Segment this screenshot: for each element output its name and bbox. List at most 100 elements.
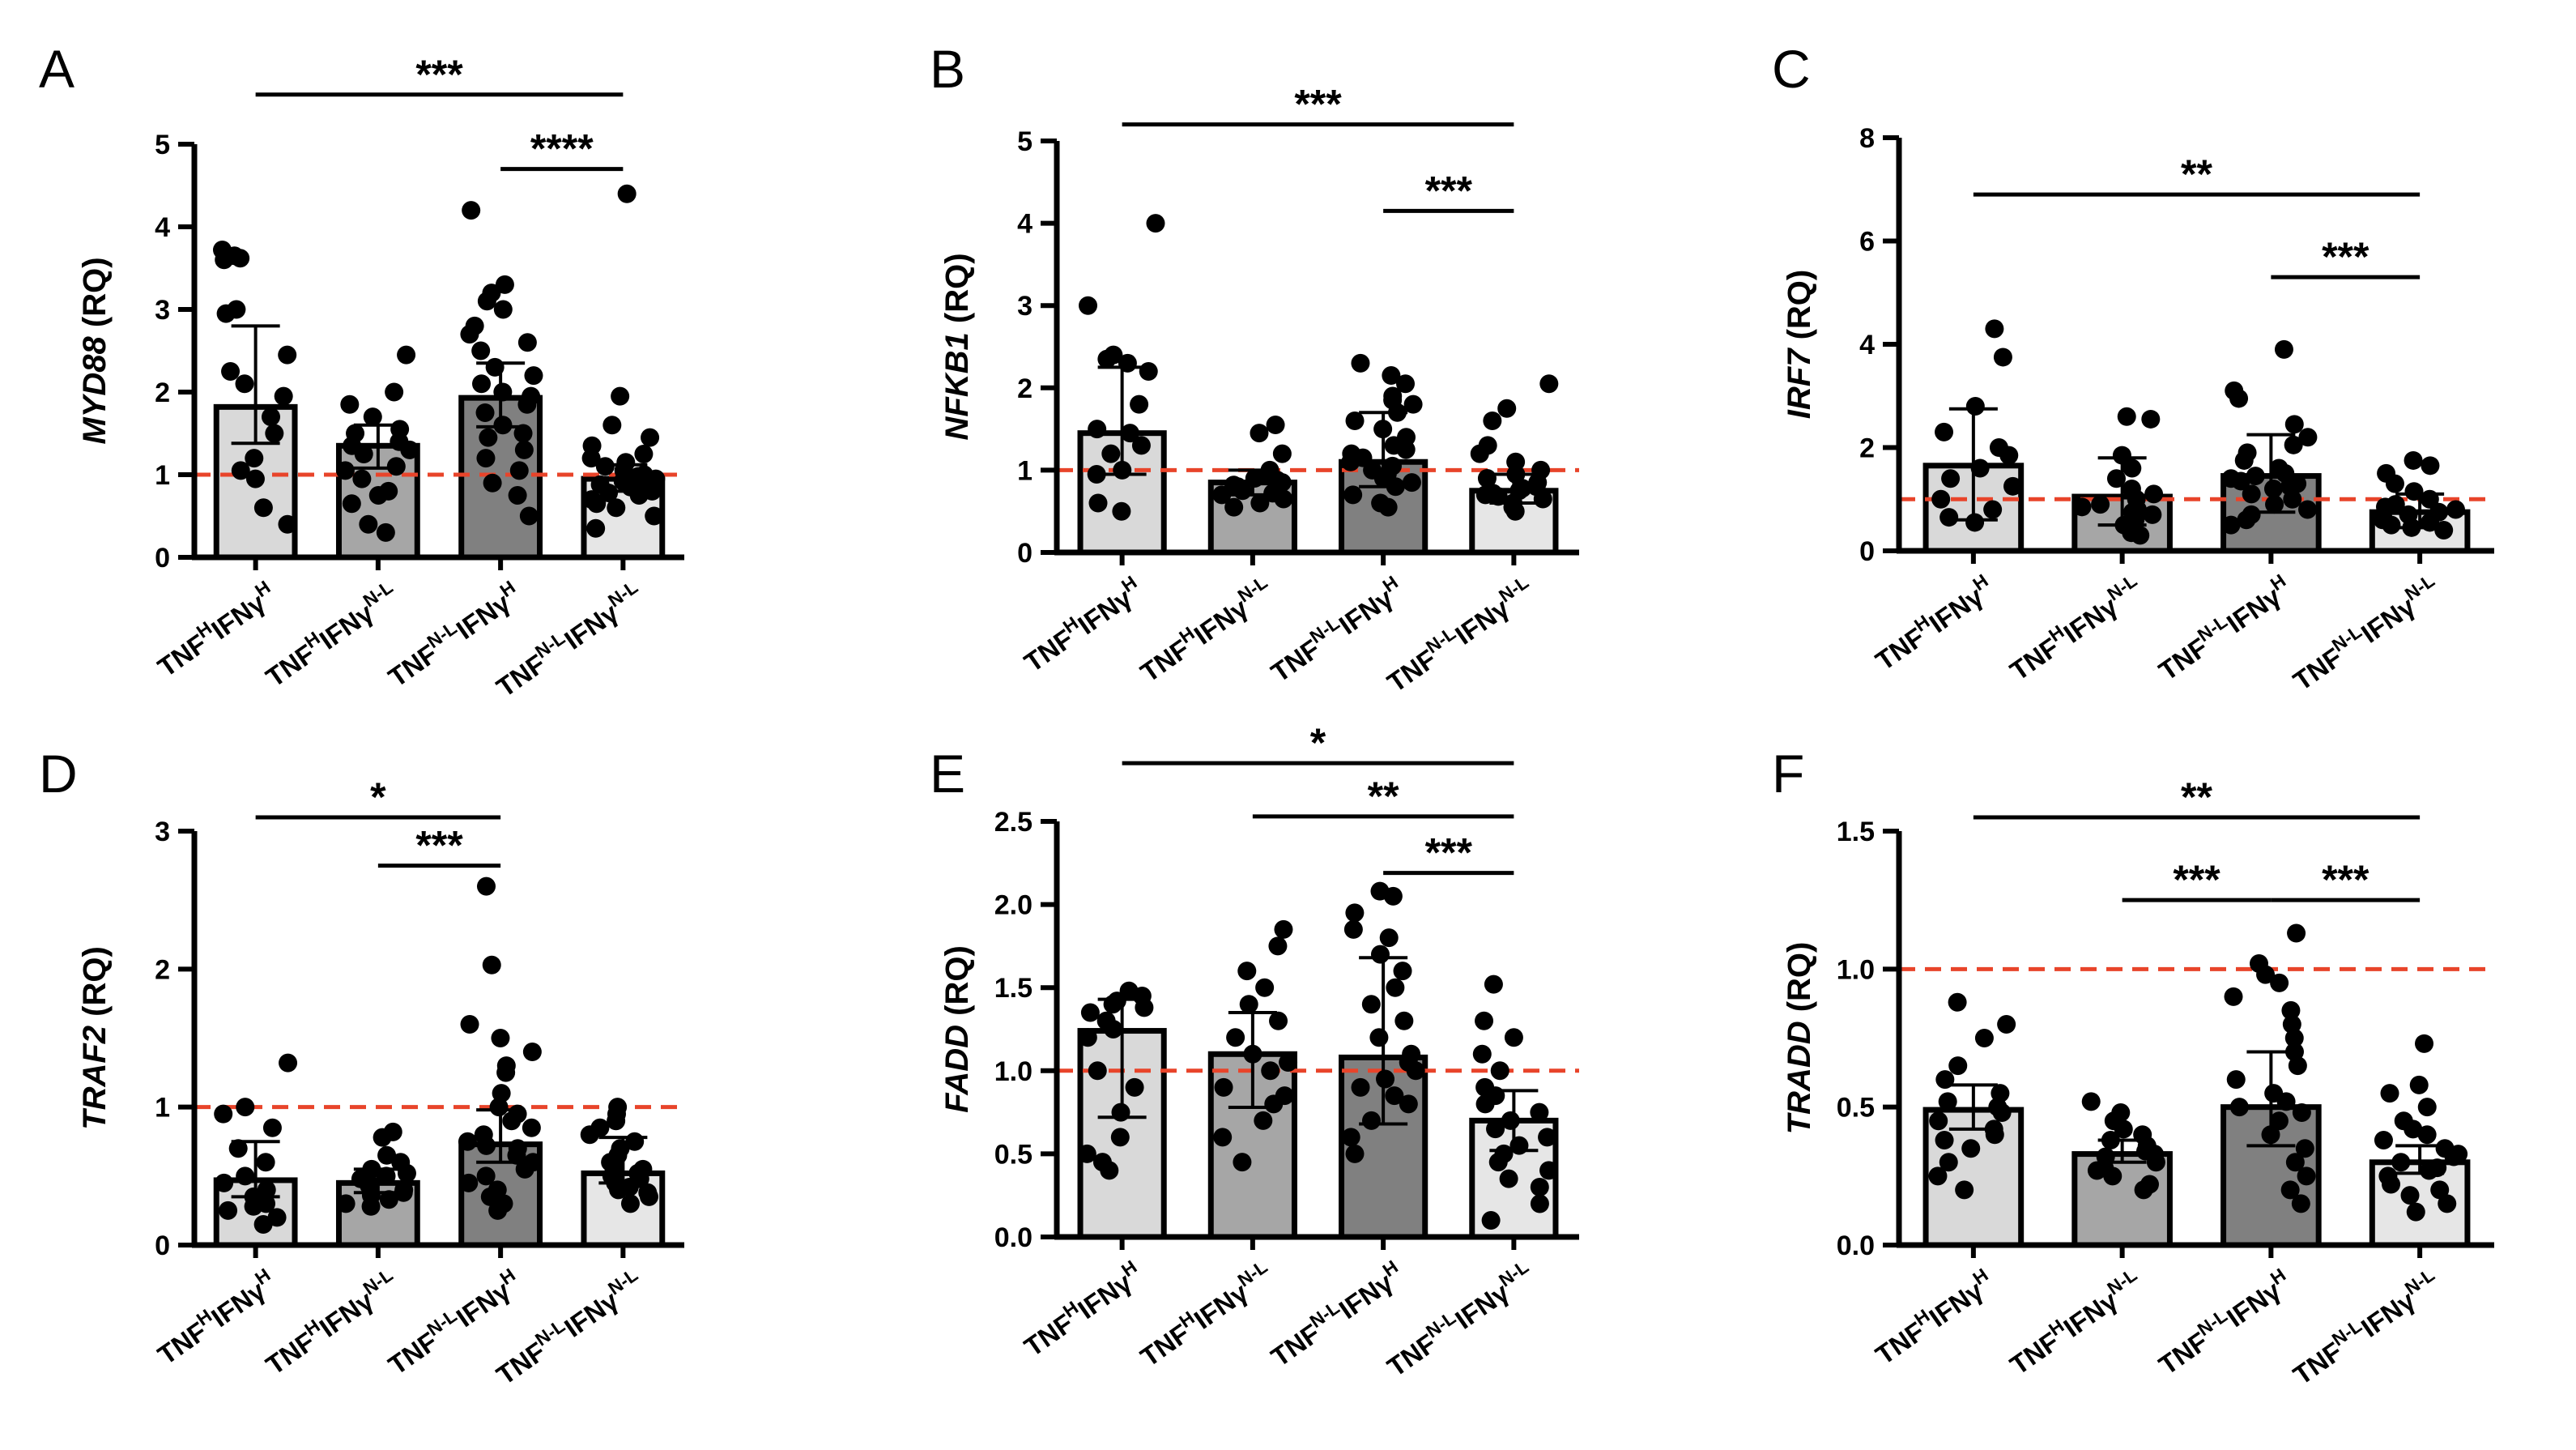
data-point: [482, 955, 501, 974]
data-point: [400, 440, 419, 459]
data-point: [2114, 1119, 2133, 1139]
data-point: [1929, 1111, 1948, 1131]
data-point: [2438, 1194, 2457, 1213]
y-tick-label: 1.0: [994, 1056, 1033, 1087]
data-point: [2143, 505, 2162, 524]
y-tick-label: 4: [155, 212, 170, 243]
data-point: [1079, 296, 1098, 315]
data-point: [471, 341, 491, 360]
data-point: [1406, 1061, 1425, 1081]
data-point: [1538, 1128, 1557, 1147]
data-point: [1970, 458, 1990, 478]
data-point: [2400, 1186, 2420, 1205]
panel-c: C 0 2 4 6 8 TNFHIFNγHTNFHIFNγN-LTNFN-LIFNγHTNF…: [1772, 39, 2494, 697]
data-point: [278, 514, 297, 534]
panel-b: B012345TNFHIFNγHTNFHIFNγN-LTNFN-LIFNγHTN…: [930, 39, 1579, 698]
y-tick-label: 0: [155, 543, 170, 574]
y-tick-label: 3: [1017, 291, 1033, 322]
data-point: [361, 1196, 381, 1216]
significance-label: ***: [1425, 830, 1473, 876]
data-point: [1948, 992, 1967, 1012]
panel-letter: A: [39, 39, 75, 99]
data-point: [236, 1098, 255, 1117]
panel-letter: D: [39, 744, 78, 804]
y-axis-label: NFKB1 (RQ): [939, 253, 975, 440]
data-point: [1402, 473, 1421, 493]
data-point: [2081, 1092, 2101, 1111]
data-point: [1992, 1102, 2012, 1122]
data-point: [1146, 214, 1165, 233]
data-point: [1101, 444, 1121, 463]
data-point: [460, 325, 479, 344]
y-tick-label: 0.0: [994, 1222, 1033, 1253]
data-point: [1110, 1128, 1130, 1147]
data-point: [394, 1183, 413, 1202]
data-point: [231, 461, 250, 480]
data-point: [2282, 1014, 2301, 1034]
data-point: [1135, 998, 1154, 1017]
data-point: [639, 1187, 658, 1206]
y-axis-label: FADD (RQ): [939, 945, 975, 1113]
data-point: [1385, 1086, 1404, 1106]
x-tick-label: TNFHIFNγN-L: [258, 1264, 404, 1380]
data-point: [1378, 497, 1398, 517]
data-point: [335, 461, 355, 480]
significance-label: **: [1368, 774, 1399, 819]
data-point: [221, 362, 241, 381]
data-point: [1255, 978, 1275, 997]
data-point: [2284, 415, 2304, 434]
data-point: [1112, 501, 1131, 521]
data-point: [1237, 962, 1257, 981]
data-point: [1997, 1014, 2016, 1034]
data-point: [379, 1190, 398, 1209]
data-point: [2237, 510, 2256, 530]
data-point: [228, 1139, 248, 1158]
data-point: [607, 498, 626, 518]
data-point: [508, 486, 527, 505]
data-point: [519, 506, 539, 526]
data-point: [1345, 411, 1365, 430]
data-point: [1279, 1053, 1298, 1073]
data-point: [1274, 489, 1293, 509]
data-point: [1261, 1061, 1280, 1081]
x-tick-label: TNFN-LIFNγN-L: [1379, 1256, 1539, 1382]
data-point: [1505, 501, 1525, 521]
data-point: [599, 483, 619, 502]
data-point: [354, 445, 373, 463]
data-point: [397, 345, 416, 365]
data-point: [2404, 450, 2423, 470]
data-point: [245, 449, 264, 468]
data-point: [2274, 339, 2293, 359]
data-point: [2404, 1119, 2423, 1139]
data-point: [2421, 456, 2440, 476]
data-point: [602, 416, 622, 435]
data-point: [495, 275, 514, 294]
panel-letter: F: [1772, 744, 1804, 804]
data-point: [1100, 1161, 1119, 1180]
y-tick-label: 0: [155, 1230, 170, 1261]
data-point: [1104, 1020, 1123, 1038]
data-point: [261, 407, 280, 427]
y-axis-label: IRF7 (RQ): [1782, 270, 1817, 419]
data-point: [2288, 1056, 2307, 1076]
data-point: [1484, 974, 1503, 994]
data-point: [611, 386, 630, 406]
significance-label: **: [2181, 151, 2212, 197]
data-point: [2117, 407, 2136, 426]
panel-letter: E: [930, 744, 965, 804]
data-point: [2229, 1098, 2249, 1117]
data-point: [1965, 397, 1985, 416]
data-point: [215, 1173, 234, 1192]
data-point: [458, 1132, 477, 1151]
x-tick-label: TNFHIFNγH: [1867, 569, 1999, 676]
data-point: [2292, 1102, 2311, 1122]
x-tick-label: TNFHIFNγN-L: [2002, 1264, 2148, 1380]
data-point: [1948, 1056, 1968, 1076]
y-tick-label: 5: [1017, 126, 1033, 157]
data-point: [607, 1111, 626, 1131]
data-point: [1985, 319, 2004, 339]
data-point: [1939, 1153, 1958, 1172]
data-point: [1935, 1131, 1954, 1150]
data-point: [1087, 464, 1106, 484]
